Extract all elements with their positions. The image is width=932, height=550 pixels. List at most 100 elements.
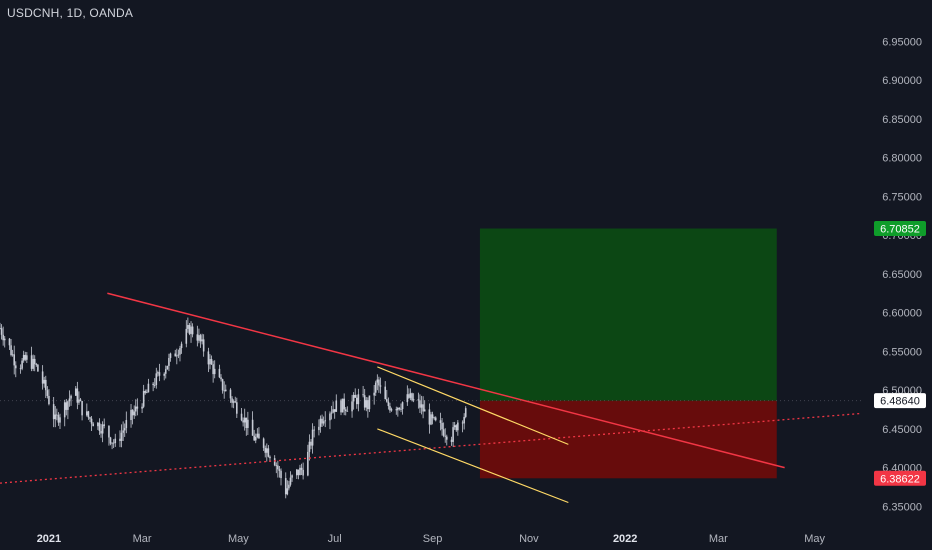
candle-body <box>390 409 393 411</box>
candle-body <box>43 379 46 384</box>
candle-body <box>78 399 80 403</box>
channel-upper-line[interactable] <box>377 366 569 445</box>
price-badges: 6.70852 6.48640 6.38622 <box>874 221 926 486</box>
y-tick-label: 6.80000 <box>882 153 922 165</box>
candle-body <box>439 420 442 423</box>
candle-body <box>330 412 333 414</box>
candle-body <box>130 409 132 421</box>
candle-body <box>234 401 237 403</box>
candle-body <box>308 441 311 452</box>
channel-lower-line[interactable] <box>377 428 569 504</box>
x-tick-label: May <box>804 533 825 545</box>
candle-body <box>196 334 199 341</box>
candle-body <box>411 393 413 401</box>
candle-body <box>463 416 465 424</box>
target-zone[interactable] <box>479 228 777 401</box>
candle-body <box>89 417 91 419</box>
candle-body <box>133 411 135 416</box>
candle-body <box>408 394 410 398</box>
candle-body <box>321 418 323 424</box>
candle-body <box>142 391 145 407</box>
candle-body <box>122 430 124 433</box>
candle-body <box>191 326 194 335</box>
candle-body <box>63 402 66 418</box>
candle-body <box>289 477 292 485</box>
candle-body <box>253 435 255 441</box>
stop-price-badge: 6.38622 <box>880 473 920 485</box>
candle-body <box>147 383 150 393</box>
candle-body <box>166 365 169 370</box>
candle-body <box>146 392 148 394</box>
candle-body <box>433 417 435 419</box>
candle-body <box>332 409 334 413</box>
candle-body <box>123 428 126 431</box>
x-tick-label: Mar <box>133 533 152 545</box>
candle-body <box>152 383 154 386</box>
candle-body <box>385 399 388 402</box>
candle-body <box>341 398 344 413</box>
candle-body <box>453 425 456 428</box>
candle-body <box>11 354 14 356</box>
y-tick-label: 6.60000 <box>882 308 922 320</box>
candle-body <box>100 431 102 434</box>
candle-body <box>68 398 71 402</box>
candle-body <box>134 406 137 412</box>
candle-body <box>114 438 117 444</box>
candle-body <box>395 409 398 411</box>
support-dotted-line[interactable] <box>0 412 863 484</box>
y-tick-label: 6.45000 <box>882 424 922 436</box>
candle-body <box>288 484 290 489</box>
candle-body <box>251 419 254 436</box>
candle-body <box>351 401 353 412</box>
candle-body <box>420 404 423 408</box>
candle-body <box>397 407 399 411</box>
candle-body <box>431 414 434 419</box>
candle-body <box>10 345 12 356</box>
candle-body <box>412 399 415 401</box>
candle-body <box>213 368 216 375</box>
drawing-tools[interactable] <box>0 292 863 504</box>
x-tick-label: 2022 <box>613 533 637 545</box>
x-axis-ticks: 2021 Mar May Jul Sep Nov 2022 Mar May <box>37 533 826 545</box>
candle-body <box>207 351 210 365</box>
candle-body <box>340 400 342 413</box>
candle-body <box>35 364 38 365</box>
candle-body <box>444 435 447 437</box>
candle-body <box>384 386 387 400</box>
resistance-trendline[interactable] <box>107 292 785 469</box>
candle-body <box>367 400 369 410</box>
candle-body <box>76 388 79 403</box>
y-tick-label: 6.85000 <box>882 114 922 126</box>
candle-body <box>199 335 202 342</box>
candle-body <box>153 384 156 386</box>
stop-zone[interactable] <box>479 400 777 479</box>
candle-body <box>70 395 72 399</box>
candle-body <box>401 402 404 410</box>
candle-body <box>48 395 50 405</box>
candle-body <box>442 429 445 436</box>
candle-body <box>3 338 6 341</box>
candle-body <box>14 365 17 369</box>
candle-body <box>389 406 391 411</box>
candle-body <box>57 415 60 423</box>
candle-body <box>74 388 77 396</box>
candle-body <box>103 424 105 426</box>
candle-body <box>307 451 309 476</box>
candle-body <box>247 419 249 428</box>
candle-body <box>406 394 409 403</box>
candle-body <box>365 400 368 408</box>
candle-body <box>409 393 412 398</box>
candle-body <box>267 448 270 457</box>
candle-body <box>26 355 28 360</box>
candle-body <box>21 360 23 369</box>
candle-body <box>232 401 235 403</box>
target-price-badge-bg <box>874 221 926 237</box>
candle-body <box>374 382 377 393</box>
candle-body <box>131 409 134 416</box>
candle-body <box>46 390 49 396</box>
candle-body <box>363 395 366 408</box>
candle-body <box>190 326 192 334</box>
position-zones[interactable] <box>0 228 862 479</box>
y-tick-label: 6.55000 <box>882 346 922 358</box>
